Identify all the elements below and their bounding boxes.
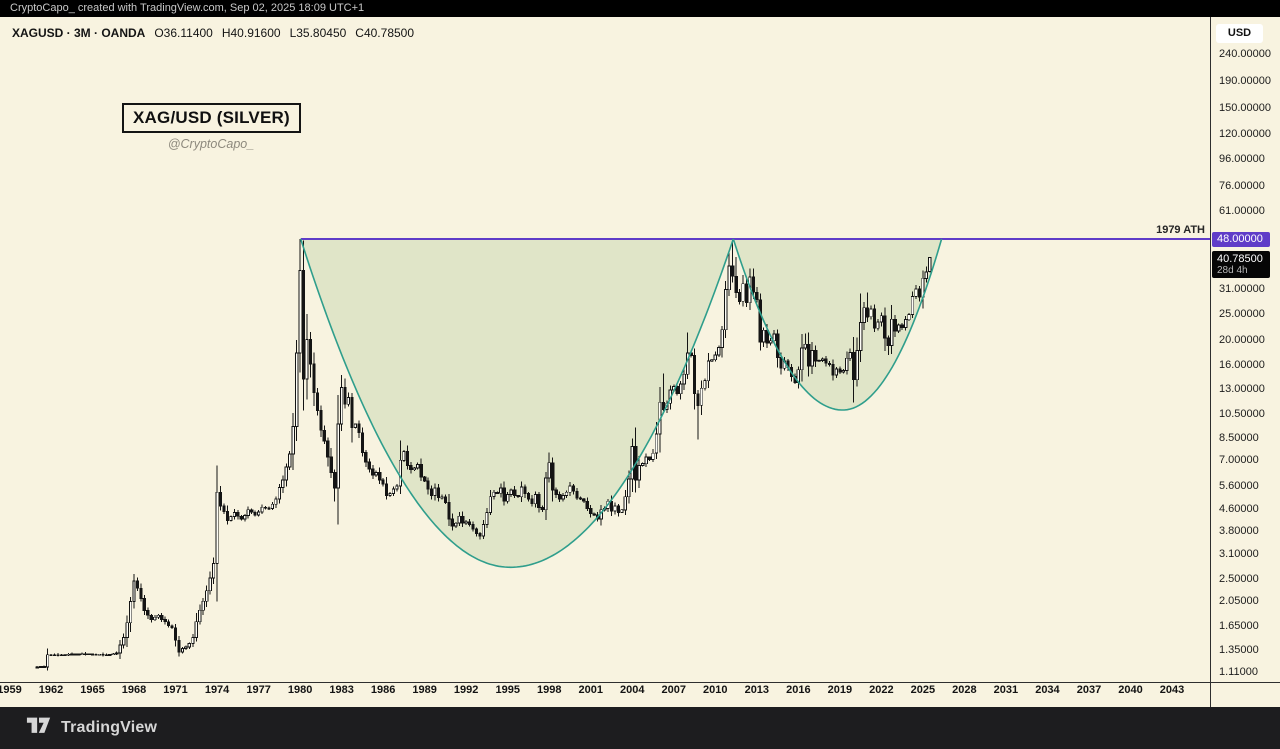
time-label: 1962 — [38, 684, 64, 696]
time-label: 1959 — [0, 684, 22, 696]
ath-price-badge: 48.00000 — [1212, 231, 1270, 247]
price-label: 96.00000 — [1219, 153, 1265, 166]
symbol-title[interactable]: XAGUSD · 3M · OANDA — [12, 26, 146, 40]
time-axis[interactable]: 1959 1962 1965 1968 1971 1974 1977 1980 1983 1986… — [0, 17, 1210, 707]
cup-curve-1[interactable] — [299, 238, 735, 569]
price-label: 25.00000 — [1219, 307, 1265, 320]
price-label: 5.60000 — [1219, 479, 1259, 492]
time-label: 1998 — [536, 684, 562, 696]
chart-area[interactable]: XAGUSD · 3M · OANDA O36.11400 H40.91600 … — [0, 17, 1280, 707]
time-label: 1971 — [163, 684, 188, 696]
time-label: 1989 — [412, 684, 437, 696]
price-label: 7.00000 — [1219, 454, 1259, 467]
price-label: 3.10000 — [1219, 547, 1259, 560]
footer-bar: TradingView — [0, 707, 1280, 749]
price-label: 190.00000 — [1219, 74, 1271, 87]
chart-canvas[interactable] — [0, 17, 1280, 707]
price-label: 150.00000 — [1219, 102, 1271, 115]
time-label: 1965 — [80, 684, 105, 696]
price-label: 61.00000 — [1219, 205, 1265, 218]
price-label: 2.05000 — [1219, 595, 1259, 608]
ohlc-open: O36.11400 — [154, 26, 213, 40]
price-label: 240.00000 — [1219, 48, 1271, 60]
last-price-badge: 40.78500 28d 4h — [1212, 250, 1270, 278]
price-label: 13.00000 — [1219, 383, 1265, 396]
price-label: 31.00000 — [1219, 283, 1265, 296]
cup-fill-1 — [300, 239, 734, 568]
time-label: 1980 — [287, 684, 313, 696]
time-label: 2013 — [744, 684, 770, 696]
price-label: 16.00000 — [1219, 359, 1265, 372]
time-label: 2028 — [952, 684, 977, 696]
chart-title-drawing[interactable]: XAG/USD (SILVER) — [122, 103, 301, 133]
symbol-bar: XAGUSD · 3M · OANDA O36.11400 H40.91600 … — [12, 26, 414, 40]
cup-fill-2 — [733, 239, 942, 410]
watermark-bar: CryptoCapo_ created with TradingView.com… — [0, 0, 1280, 17]
ohlc-high: H40.91600 — [221, 26, 281, 40]
price-label: 4.60000 — [1219, 502, 1259, 515]
price-axis[interactable]: USD 48.00000 40.78500 28d 4h 240.00000 19… — [1211, 17, 1280, 707]
time-label: 2034 — [1035, 684, 1060, 696]
time-label: 1968 — [121, 684, 147, 696]
price-label: 20.00000 — [1219, 333, 1265, 346]
currency-label: USD — [1216, 24, 1263, 43]
price-label: 2.50000 — [1219, 572, 1259, 585]
price-label: 3.80000 — [1219, 524, 1259, 537]
price-label: 120.00000 — [1219, 127, 1271, 140]
time-label: 2007 — [661, 684, 687, 696]
candles-layer — [35, 239, 932, 671]
tradingview-logo-icon[interactable] — [26, 717, 52, 739]
ath-line-label[interactable]: 1979 ATH — [1156, 224, 1205, 236]
price-label: 1.11000 — [1219, 666, 1258, 678]
price-label: 76.00000 — [1219, 180, 1265, 193]
time-label: 2019 — [827, 684, 853, 696]
time-label: 2043 — [1159, 684, 1185, 696]
price-label: 8.50000 — [1219, 431, 1259, 444]
time-label: 2001 — [578, 684, 603, 696]
ohlc-low: L35.80450 — [289, 26, 347, 40]
last-price-value: 40.78500 — [1217, 252, 1263, 265]
chart-subtitle-drawing[interactable]: @CryptoCapo_ — [167, 137, 255, 151]
price-label: 1.35000 — [1219, 643, 1259, 656]
time-label: 1983 — [329, 684, 354, 696]
ohlc-close: C40.78500 — [355, 26, 415, 40]
price-label: 10.50000 — [1219, 407, 1265, 420]
time-label: 1974 — [204, 684, 230, 696]
time-label: 2022 — [869, 684, 894, 696]
bar-countdown: 28d 4h — [1217, 264, 1248, 276]
price-label: 1.65000 — [1219, 620, 1259, 633]
time-label: 2040 — [1118, 684, 1143, 696]
time-label: 1992 — [453, 684, 479, 696]
time-label: 1995 — [495, 684, 520, 696]
tradingview-brand[interactable]: TradingView — [61, 719, 158, 736]
time-label: 2010 — [703, 684, 728, 696]
time-label: 2037 — [1076, 684, 1102, 696]
watermark-text: CryptoCapo_ created with TradingView.com… — [10, 2, 365, 14]
time-label: 2004 — [620, 684, 645, 696]
time-label: 2031 — [993, 684, 1019, 696]
time-label: 2025 — [910, 684, 936, 696]
time-label: 1977 — [246, 684, 271, 696]
time-label: 2016 — [786, 684, 811, 696]
time-label: 1986 — [370, 684, 396, 696]
cup-curve-2[interactable] — [732, 238, 943, 411]
